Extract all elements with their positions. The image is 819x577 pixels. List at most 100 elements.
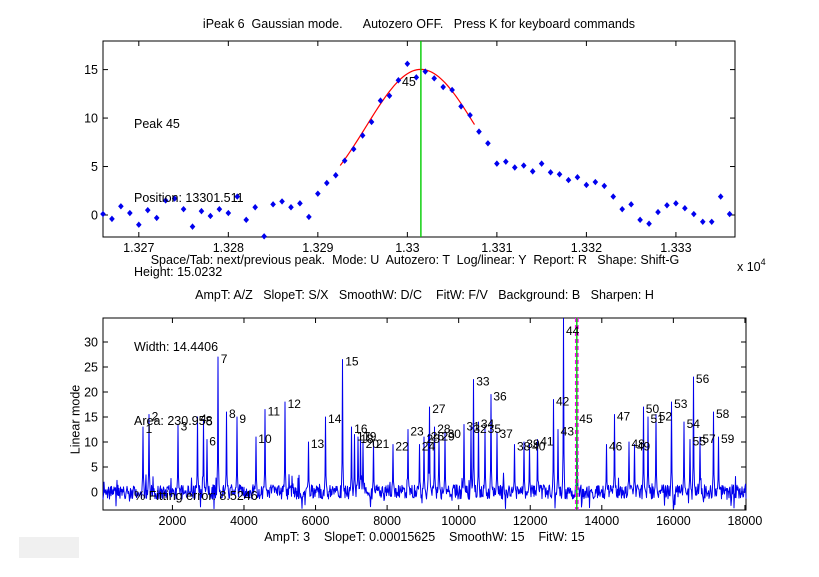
data-point-marker [252, 204, 258, 211]
top-plot-y-tick-label: 15 [84, 63, 98, 77]
peak-info-line-height: Height: 15.0232 [134, 265, 223, 280]
bottom-plot-frame[interactable] [102, 317, 747, 511]
data-point-marker [717, 193, 724, 200]
bottom-plot-x-tick-label: 8000 [373, 514, 401, 528]
peak-info-line-fitting-error: % Fitting error: 8.5246 [134, 488, 258, 503]
bottom-plot-x-tick-label: 12000 [513, 514, 548, 528]
peak-number-label: 34 [481, 417, 495, 431]
data-point-marker [619, 205, 626, 213]
data-point-marker [404, 60, 411, 67]
data-point-marker [386, 92, 393, 99]
data-point-marker [691, 210, 697, 218]
data-point-marker [288, 204, 294, 211]
data-point-marker [297, 200, 303, 207]
data-point-marker [637, 216, 643, 224]
data-point-marker [198, 207, 205, 215]
data-point-marker [162, 197, 169, 204]
data-point-marker [682, 205, 688, 212]
peak-number-label: 24 [422, 440, 436, 454]
peak-number-label: 30 [448, 427, 462, 441]
data-point-marker [592, 178, 599, 186]
peak-info-line-area: Area: 230.958 [134, 414, 213, 429]
data-point-marker [431, 75, 438, 82]
bottom-plot-x-tick-label: 16000 [656, 514, 691, 528]
x-axis-scale-multiplier: x 104 [737, 257, 766, 274]
peak-number-label: 42 [556, 395, 570, 409]
data-point-marker [109, 215, 115, 223]
peak-number-label: 5 [206, 415, 213, 429]
data-point-marker [503, 158, 509, 165]
data-point-marker [395, 77, 402, 84]
top-plot-x-tick-label: 1.331 [481, 241, 512, 255]
data-point-marker [225, 209, 232, 217]
peak-number-label: 51 [650, 412, 664, 426]
data-point-marker [243, 216, 250, 224]
current-peak-number-annotation: 45 [402, 75, 416, 89]
data-point-marker [118, 203, 124, 210]
peak-number-label: 10 [258, 432, 272, 446]
data-point-marker [529, 168, 536, 175]
data-point-marker [207, 212, 214, 220]
peak-number-label: 52 [659, 410, 673, 424]
data-point-marker [377, 97, 384, 104]
peak-number-label: 29 [441, 430, 455, 444]
data-point-marker [511, 164, 518, 171]
top-plot-y-tick-label: 10 [84, 112, 98, 126]
peak-number-label: 50 [646, 402, 660, 416]
top-plot-frame[interactable] [102, 40, 736, 238]
peak-number-label: 45 [579, 412, 593, 426]
peak-number-label: 37 [499, 427, 513, 441]
data-point-marker [153, 214, 160, 222]
data-point-marker [458, 103, 464, 110]
peak-number-label: 27 [432, 402, 446, 416]
bottom-plot-y-tick-label: 15 [84, 411, 98, 425]
peak-number-label: 59 [721, 432, 735, 446]
data-point-marker [726, 210, 733, 218]
peak-number-label: 33 [476, 375, 490, 389]
peak-number-label: 55 [693, 435, 707, 449]
data-point-marker [144, 206, 151, 214]
bottom-plot-x-tick-label: 2000 [159, 514, 187, 528]
peak-info-line-peak: Peak 45 [134, 116, 180, 131]
peak-number-label: 28 [437, 422, 451, 436]
peak-number-label: 20 [366, 437, 380, 451]
peak-number-label: 58 [716, 407, 730, 421]
data-point-marker [440, 83, 446, 91]
bottom-plot-x-tick-label: 18000 [728, 514, 763, 528]
data-point-marker [646, 220, 652, 227]
peak-number-label: 4 [200, 412, 207, 426]
peak-info-line-position: Position: 13301.511 [134, 190, 244, 205]
peak-number-label: 15 [345, 355, 359, 369]
data-point-marker [127, 209, 133, 217]
peak-number-label: 26 [431, 430, 445, 444]
data-point-marker [315, 190, 321, 197]
bottom-plot-x-tick-label: 4000 [230, 514, 258, 528]
data-point-marker [708, 218, 715, 225]
top-plot-keyboard-hints: Space/Tab: next/previous peak. Mode: U A… [150, 253, 680, 267]
data-point-marker [332, 172, 339, 179]
peak-number-label: 25 [426, 432, 440, 446]
bottom-plot-y-tick-label: 10 [84, 436, 98, 450]
peak-number-label: 46 [609, 440, 623, 454]
bottom-plot-y-tick-label: 0 [91, 486, 98, 500]
peak-number-label: 56 [696, 372, 710, 386]
peak-number-label: 1 [146, 422, 153, 436]
peak-number-label: 14 [328, 412, 342, 426]
peak-number-label: 16 [354, 422, 368, 436]
peak-number-label: 32 [473, 422, 487, 436]
peak-number-label: 35 [488, 422, 502, 436]
data-point-marker [324, 179, 330, 187]
data-point-marker [449, 86, 455, 94]
data-point-marker [306, 213, 312, 221]
top-plot-title: iPeak 6 Gaussian mode. Autozero OFF. Pre… [202, 17, 636, 31]
data-point-marker [583, 181, 590, 189]
top-plot-x-tick-label: 1.328 [213, 241, 244, 255]
data-point-marker [538, 160, 545, 167]
bottom-plot-y-tick-label: 30 [84, 336, 98, 350]
data-point-marker [610, 193, 617, 200]
data-point-marker [467, 111, 473, 119]
bottom-plot-y-tick-label: 25 [84, 361, 98, 375]
data-point-marker [494, 160, 500, 167]
